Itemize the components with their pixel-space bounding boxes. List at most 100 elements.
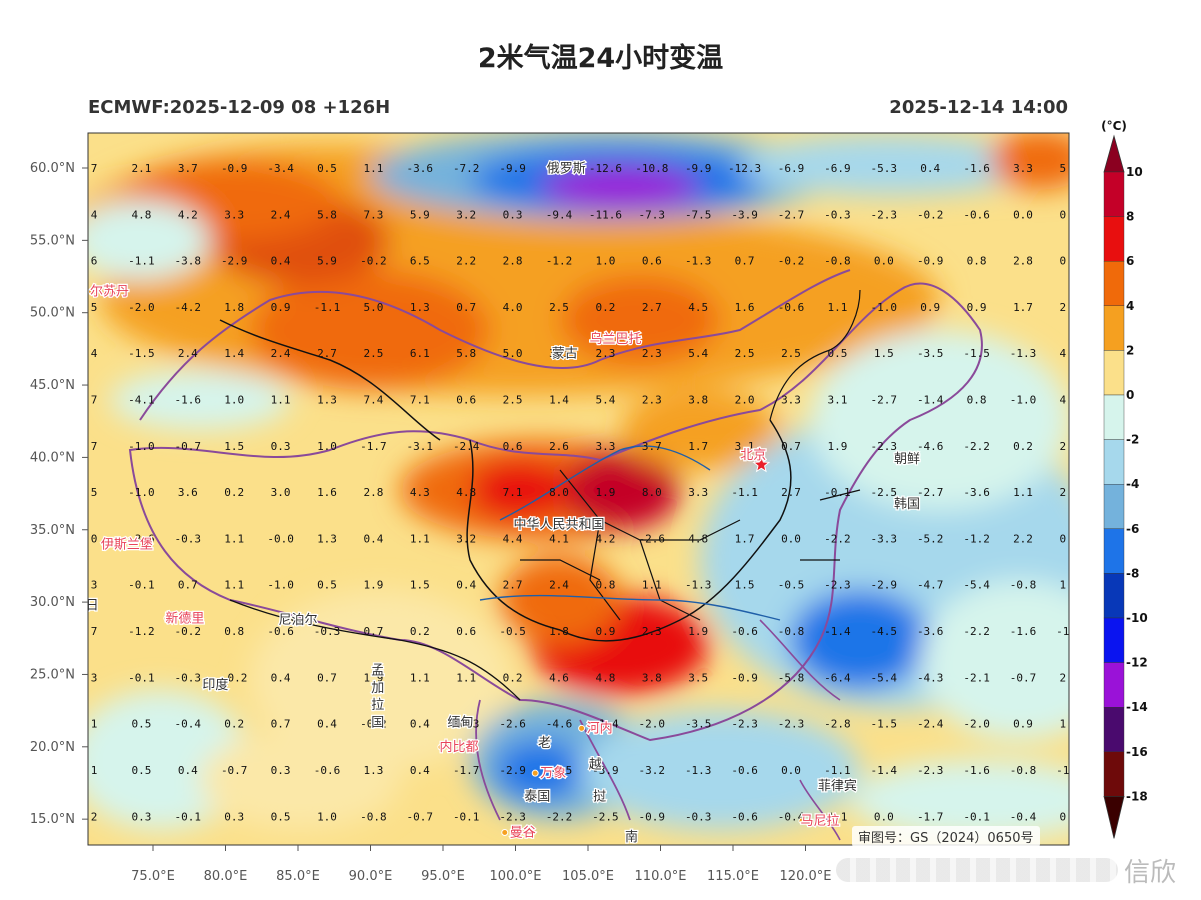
grid-value: 0.5: [131, 764, 151, 777]
grid-value: -2.4: [917, 718, 944, 731]
grid-value: -2.2: [963, 440, 990, 453]
grid-value: -0.6: [731, 810, 758, 823]
grid-value: -2.6: [499, 718, 526, 731]
grid-value: -1.2: [546, 255, 573, 268]
grid-value: -1.7: [917, 810, 944, 823]
grid-value: 3: [91, 671, 98, 684]
plot-frame: [87, 132, 1070, 846]
grid-value: 1.1: [224, 532, 244, 545]
grid-value: 0.2: [224, 486, 244, 499]
grid-value: -0.9: [917, 255, 944, 268]
grid-value: 1.8: [1059, 579, 1079, 592]
grid-value: -0.6: [778, 301, 805, 314]
grid-value: 1.7: [735, 532, 755, 545]
grid-value: 3.5: [688, 671, 708, 684]
grid-value: -1.1: [1056, 764, 1083, 777]
colorbar-tick-label: 8: [1126, 210, 1134, 224]
grid-value: 1.1: [410, 671, 430, 684]
colorbar-tick-label: 2: [1126, 343, 1134, 357]
place-label: 俄罗斯: [547, 161, 586, 176]
grid-value: -3.9: [731, 208, 758, 221]
grid-value: 2.5: [735, 347, 755, 360]
grid-value: 3.1: [827, 394, 847, 407]
grid-value: -2.5: [871, 486, 898, 499]
place-label: 朝鲜: [894, 452, 920, 467]
grid-value: -1.5: [871, 718, 898, 731]
grid-value: -0.3: [453, 718, 480, 731]
grid-value: 4: [91, 347, 98, 360]
grid-value: 0.6: [456, 394, 476, 407]
grid-value: 2.7: [642, 301, 662, 314]
grid-value: 4.2: [595, 532, 615, 545]
grid-value: 0.2: [1013, 440, 1033, 453]
grid-value: -1.0: [128, 440, 155, 453]
grid-value: -0.4: [175, 718, 202, 731]
grid-value: 0.7: [363, 625, 383, 638]
colorbar-segment: [1103, 573, 1125, 619]
grid-value: -0.8: [1010, 764, 1037, 777]
grid-value: 0.3: [131, 810, 151, 823]
grid-value: -1.5: [128, 347, 155, 360]
place-label: 内比都: [439, 739, 478, 755]
grid-value: -7.3: [639, 208, 666, 221]
grid-value: 5.0: [503, 347, 523, 360]
grid-value: 2.8: [363, 486, 383, 499]
grid-value: 1.1: [827, 301, 847, 314]
grid-value: -0.1: [453, 810, 480, 823]
grid-value: 2.4: [549, 579, 569, 592]
grid-value: -0.6: [314, 764, 341, 777]
colorbar-tick-label: 6: [1126, 254, 1134, 268]
grid-value: -0.8: [778, 625, 805, 638]
place-label: 加: [371, 681, 384, 696]
lat-tick-label: 30.0°N: [30, 595, 75, 610]
grid-value: -3.6: [917, 625, 944, 638]
temperature-field: [88, 133, 1069, 840]
grid-value: 7.4: [363, 394, 383, 407]
grid-value: 1.3: [317, 532, 337, 545]
grid-value: 2.5: [363, 347, 383, 360]
grid-value: 3.3: [1013, 162, 1033, 175]
place-label: 挝: [593, 789, 606, 804]
grid-value: -0.3: [175, 671, 202, 684]
grid-value: 5.4: [595, 394, 615, 407]
grid-value: 2.4: [271, 347, 291, 360]
grid-value: -2.9: [499, 764, 526, 777]
grid-value: 0.7: [178, 579, 198, 592]
lat-tick-label: 60.0°N: [30, 161, 75, 176]
grid-value: -0.3: [175, 532, 202, 545]
grid-value: -3.1: [407, 440, 434, 453]
grid-value: -0.1: [963, 810, 990, 823]
colorbar-tick-label: -6: [1126, 522, 1139, 536]
grid-value: 2: [91, 810, 98, 823]
grid-value: 0.6: [642, 255, 662, 268]
grid-value: 6: [91, 255, 98, 268]
grid-value: -2.2: [963, 625, 990, 638]
colorbar-segment: [1103, 439, 1125, 485]
grid-value: -1.6: [1010, 625, 1037, 638]
place-label: 新德里: [165, 610, 204, 626]
grid-value: 0.3: [271, 440, 291, 453]
place-label: 越: [589, 758, 602, 773]
place-label: 马尼拉: [800, 814, 839, 829]
grid-value: 4: [91, 208, 98, 221]
grid-value: 1.0: [317, 440, 337, 453]
lat-tick-label: 40.0°N: [30, 450, 75, 465]
capital-marker: [578, 724, 586, 732]
grid-value: 5: [91, 301, 98, 314]
grid-value: 1.1: [1013, 486, 1033, 499]
grid-value: -4.7: [917, 579, 944, 592]
colorbar: (°C) 10 8 6 4 2 0 -2 -4 -6 -8 -10 -12 -14 -16 -18: [1101, 119, 1148, 839]
grid-value: 0.3: [271, 764, 291, 777]
grid-value: -4.6: [917, 440, 944, 453]
grid-value: 2.2: [456, 255, 476, 268]
grid-value: -3.8: [175, 255, 202, 268]
grid-value: 2.5: [503, 394, 523, 407]
grid-value: -2.3: [917, 764, 944, 777]
grid-value: -0.2: [175, 625, 202, 638]
grid-value: -0.9: [731, 671, 758, 684]
grid-value: 1.5: [1059, 718, 1079, 731]
grid-value: 8.0: [549, 486, 569, 499]
grid-value: 0.3: [224, 810, 244, 823]
colorbar-tick-label: -18: [1126, 789, 1148, 803]
lat-tick-label: 20.0°N: [30, 740, 75, 755]
